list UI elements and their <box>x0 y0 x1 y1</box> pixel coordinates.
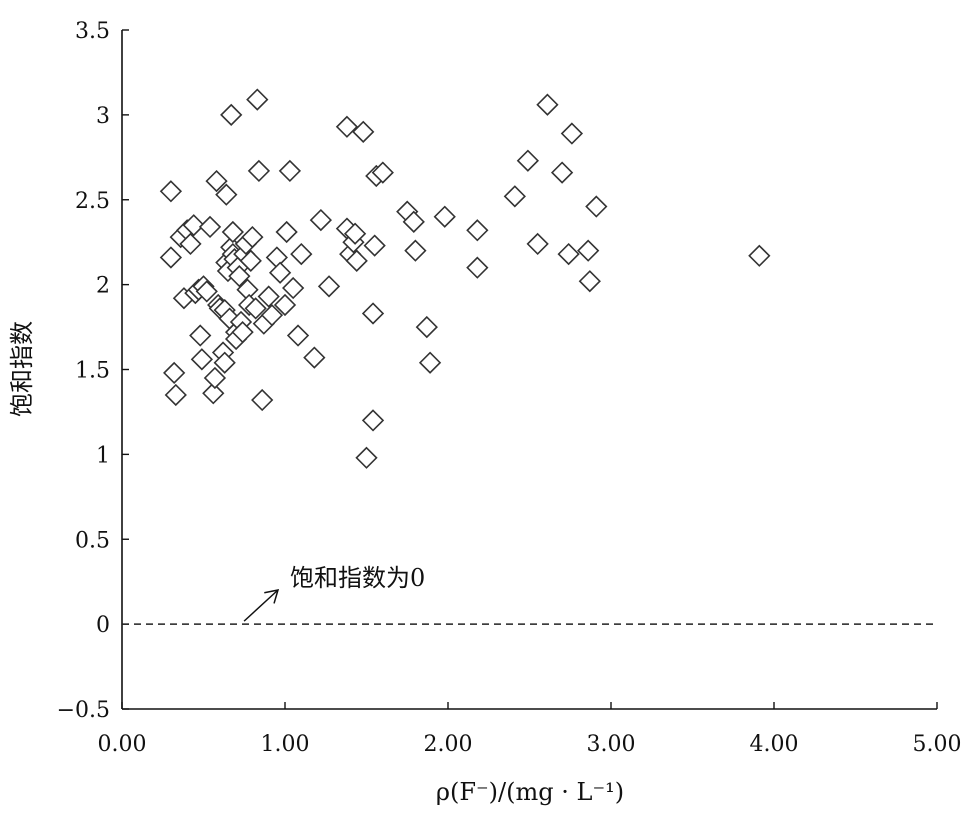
data-point <box>371 161 394 184</box>
data-point <box>343 222 367 245</box>
x-tick-label: 0.00 <box>98 732 147 757</box>
x-axis-title: ρ(F⁻)/(mg · L⁻¹) <box>436 778 624 806</box>
data-point <box>536 93 559 116</box>
data-point <box>526 232 549 256</box>
data-point <box>286 324 310 347</box>
data-point <box>205 169 228 193</box>
y-tick-label: 1.5 <box>75 359 110 384</box>
data-point <box>195 280 218 303</box>
data-point <box>215 183 238 206</box>
data-point <box>260 304 284 327</box>
annotation-group: 饱和指数为0 <box>243 564 425 622</box>
data-point <box>251 388 274 412</box>
data-point <box>550 161 574 184</box>
data-point <box>213 351 236 374</box>
data-point <box>164 383 187 407</box>
y-axis-ticks: −0.5 0 0.5 1 1.5 2 2.5 3 3.5 <box>57 19 129 723</box>
data-point <box>228 265 251 288</box>
annotation-arrow <box>243 589 279 622</box>
data-point <box>257 285 280 308</box>
data-point <box>585 195 608 218</box>
x-tick-label: 3.00 <box>587 732 636 757</box>
data-point <box>203 366 227 390</box>
data-point <box>361 409 385 432</box>
data-point <box>335 115 359 138</box>
data-point <box>159 180 183 203</box>
data-point <box>278 159 302 183</box>
data-point <box>345 249 368 272</box>
data-point <box>317 275 341 298</box>
annotation-text: 饱和指数为0 <box>290 564 425 592</box>
y-tick-label: 1 <box>96 443 110 468</box>
data-point <box>560 122 584 145</box>
data-point <box>309 208 332 232</box>
data-point <box>220 103 243 127</box>
data-point <box>557 242 580 266</box>
data-point <box>246 88 269 111</box>
data-point <box>198 215 222 239</box>
data-point <box>748 244 771 267</box>
data-point <box>418 351 442 374</box>
data-points <box>159 88 771 469</box>
data-point <box>363 234 386 257</box>
data-point <box>190 348 214 371</box>
data-point <box>268 261 292 284</box>
y-tick-label: 3 <box>96 104 110 129</box>
y-axis-title: 饱和指数 <box>8 321 36 417</box>
data-point <box>290 242 313 266</box>
data-point <box>503 185 526 208</box>
data-point <box>516 149 540 172</box>
data-point <box>275 220 298 244</box>
y-tick-label: 2.5 <box>75 189 110 214</box>
data-point <box>189 324 212 347</box>
annotation-arrowhead <box>264 589 280 604</box>
data-point <box>221 220 244 244</box>
data-point <box>303 346 326 369</box>
data-point <box>433 205 456 228</box>
data-point <box>239 249 262 272</box>
data-point <box>282 276 305 300</box>
data-point <box>404 239 427 262</box>
data-point <box>466 219 489 242</box>
plot-frame <box>121 30 937 710</box>
data-point <box>247 159 271 183</box>
data-point <box>163 361 186 385</box>
data-point <box>352 120 375 143</box>
data-point <box>265 246 288 269</box>
data-point <box>182 214 205 237</box>
x-tick-label: 4.00 <box>750 732 799 757</box>
data-point <box>355 446 378 469</box>
y-tick-label: 2 <box>96 274 110 299</box>
y-tick-label: 3.5 <box>75 19 110 44</box>
y-tick-label: −0.5 <box>57 698 110 723</box>
data-point <box>273 293 297 317</box>
data-point <box>415 315 438 339</box>
data-point <box>402 210 425 233</box>
data-point <box>159 246 183 269</box>
data-point <box>231 321 254 344</box>
data-point <box>244 297 267 320</box>
y-tick-label: 0.5 <box>75 528 110 553</box>
data-point <box>466 256 489 279</box>
x-axis-ticks: 0.00 1.00 2.00 3.00 4.00 5.00 <box>98 702 962 757</box>
data-point <box>241 225 264 249</box>
data-point <box>361 302 385 325</box>
x-tick-label: 2.00 <box>424 732 473 757</box>
data-point <box>179 232 202 256</box>
data-point <box>577 239 600 262</box>
data-point <box>578 270 601 293</box>
x-tick-label: 1.00 <box>261 732 310 757</box>
x-tick-label: 5.00 <box>913 732 962 757</box>
y-tick-label: 0 <box>96 613 110 638</box>
data-point <box>202 382 225 405</box>
